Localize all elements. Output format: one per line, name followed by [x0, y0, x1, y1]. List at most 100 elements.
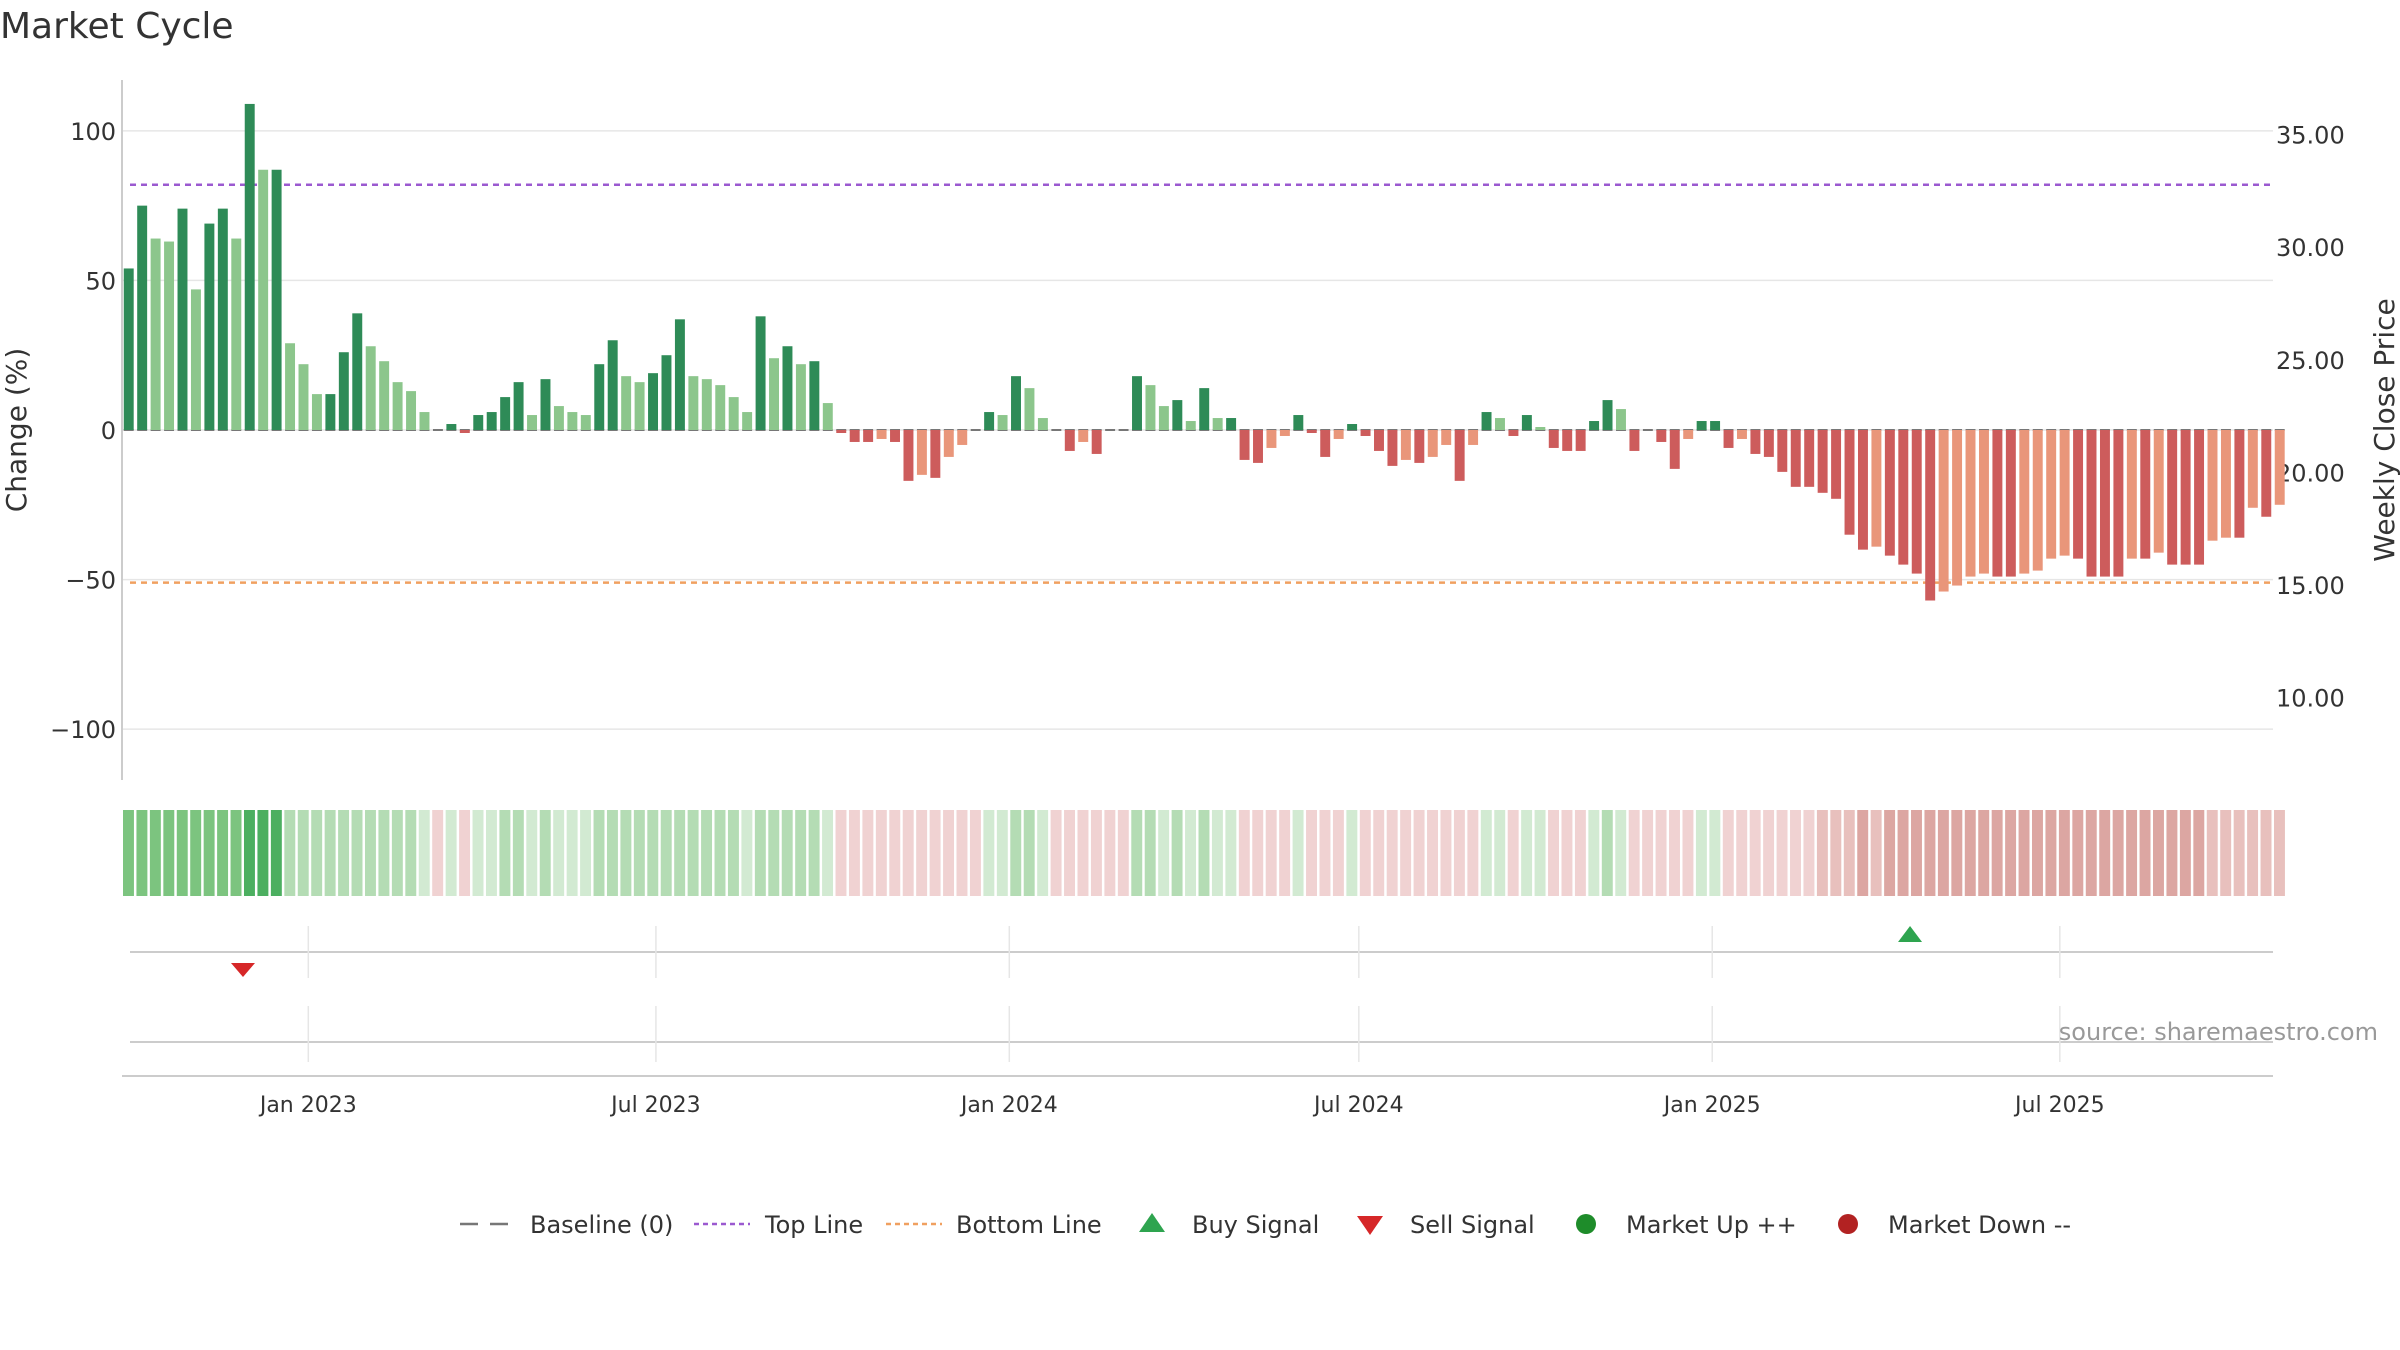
strip-cell — [1400, 810, 1412, 896]
bar — [1938, 430, 1949, 592]
bar — [285, 343, 296, 430]
x-tick-label: Jan 2025 — [1662, 1093, 1761, 1118]
strip-cell — [2126, 810, 2138, 896]
strip-cell — [1494, 810, 1506, 896]
y2-tick-label: 15.00 — [2276, 572, 2345, 600]
bar — [1226, 418, 1237, 430]
legend-label: Bottom Line — [956, 1211, 1102, 1239]
strip-cell — [2274, 810, 2285, 896]
legend-label: Market Down -- — [1888, 1211, 2071, 1239]
bar — [1347, 424, 1358, 430]
strip-cell — [2233, 810, 2245, 896]
bar — [567, 412, 578, 430]
bar — [2207, 430, 2218, 541]
bar — [943, 430, 954, 457]
strip-cell — [1991, 810, 2003, 896]
bar — [607, 340, 618, 430]
bar — [1898, 430, 1909, 565]
bar — [1199, 388, 1210, 430]
bar — [715, 385, 726, 430]
strip-cell — [459, 810, 471, 896]
bar — [2086, 430, 2097, 577]
bar — [1414, 430, 1425, 463]
y-tick-label: −100 — [50, 716, 116, 744]
strip-cell — [418, 810, 430, 896]
bar — [876, 430, 887, 439]
bar — [1535, 427, 1546, 430]
bar — [1844, 430, 1855, 535]
bar — [1374, 430, 1384, 451]
bar — [1468, 430, 1479, 445]
strip-cell — [1211, 810, 1223, 896]
bar — [1521, 415, 1532, 430]
bar — [500, 397, 511, 430]
strip-cell — [2247, 810, 2259, 896]
bar — [271, 169, 282, 430]
strip-cell — [1171, 810, 1183, 896]
bar — [298, 364, 309, 430]
strip-cell — [2112, 810, 2124, 896]
x-tick-label: Jul 2025 — [2013, 1093, 2105, 1118]
y-tick-label: 0 — [101, 417, 116, 445]
x-tick-label: Jan 2024 — [959, 1093, 1058, 1118]
strip-cell — [889, 810, 901, 896]
bar — [1911, 430, 1922, 574]
strip-cell — [378, 810, 390, 896]
x-tick-label: Jul 2024 — [1312, 1093, 1404, 1118]
strip-cell — [1601, 810, 1613, 896]
bar — [553, 406, 564, 430]
strip-cell — [526, 810, 538, 896]
strip-cell — [1561, 810, 1573, 896]
strip-cell — [1252, 810, 1264, 896]
strip-cell — [1023, 810, 1035, 896]
bar — [2113, 430, 2124, 577]
strip-cell — [2045, 810, 2057, 896]
strip-cell — [2099, 810, 2111, 896]
bar — [1777, 430, 1788, 472]
strip-cell — [1843, 810, 1855, 896]
strip-cell — [875, 810, 887, 896]
bar — [2073, 430, 2084, 559]
strip-cell — [512, 810, 524, 896]
strip-cell — [1736, 810, 1748, 896]
strip-cell — [862, 810, 874, 896]
strip-cell — [2005, 810, 2017, 896]
strip-cell — [1884, 810, 1896, 896]
bar — [997, 415, 1008, 430]
bar — [1790, 430, 1801, 487]
bar — [1750, 430, 1761, 454]
y2-tick-label: 20.00 — [2276, 459, 2345, 487]
bar — [769, 358, 779, 430]
strip-cell — [727, 810, 739, 896]
bar — [2274, 430, 2285, 505]
bar — [2180, 430, 2191, 565]
strip-cell — [1776, 810, 1788, 896]
legend-circle-symbol — [1576, 1214, 1596, 1234]
strip-cell — [351, 810, 363, 896]
strip-cell — [647, 810, 659, 896]
bar — [1589, 421, 1600, 430]
strip-cell — [674, 810, 686, 896]
bar — [1508, 430, 1519, 436]
strip-cell — [1642, 810, 1654, 896]
strip-cell — [217, 810, 229, 896]
strip-cell — [284, 810, 296, 896]
strip-cell — [1373, 810, 1385, 896]
strip-cell — [2153, 810, 2164, 896]
strip-cell — [1803, 810, 1815, 896]
strip-cell — [485, 810, 497, 896]
bar — [1575, 430, 1586, 451]
bar — [822, 403, 833, 430]
bar — [782, 346, 793, 430]
strip-cell — [2220, 810, 2232, 896]
strip-cell — [1534, 810, 1546, 896]
strip-cell — [996, 810, 1008, 896]
strip-cell — [190, 810, 202, 896]
bar — [379, 361, 390, 430]
strip-cell — [432, 810, 444, 896]
chart-title: Market Cycle — [0, 6, 234, 47]
reference-lines — [130, 183, 2273, 584]
bar — [1978, 430, 1989, 574]
bar — [1481, 412, 1492, 430]
